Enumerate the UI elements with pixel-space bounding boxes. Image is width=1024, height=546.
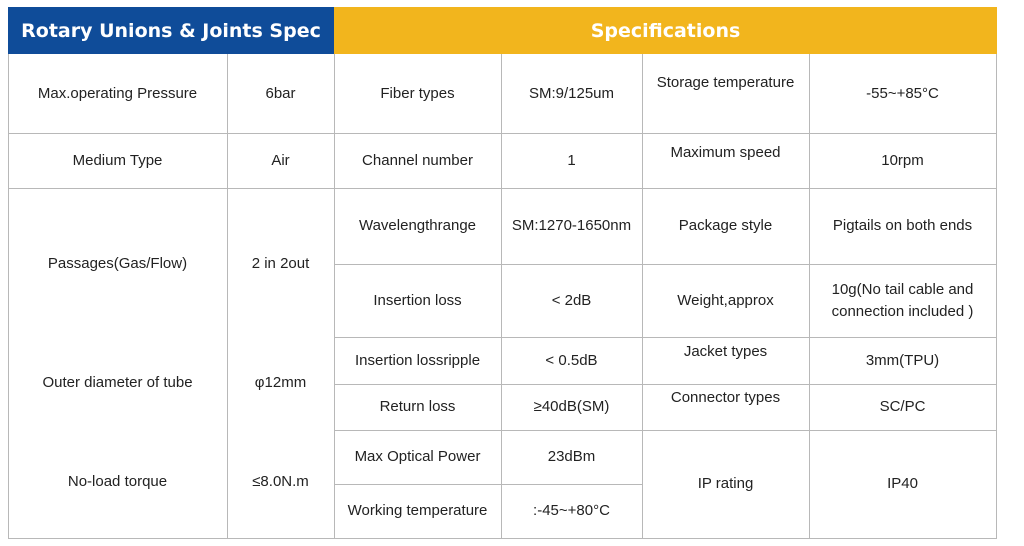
jacket-types-label: Jacket types bbox=[683, 343, 768, 360]
medium-value: Air bbox=[271, 151, 290, 169]
return-loss-value: ≥40dB(SM) bbox=[533, 398, 610, 415]
package-style-label: Package style bbox=[678, 217, 773, 234]
working-temperature-label: Working temperature bbox=[347, 502, 488, 519]
passages-value: 2 in 2out bbox=[251, 255, 310, 272]
connector-types-label: Connector types bbox=[670, 389, 781, 406]
return-loss-label: Return loss bbox=[379, 398, 456, 415]
wavelength-value: SM:1270-1650nm bbox=[511, 217, 632, 234]
weight-label: Weight,approx bbox=[677, 291, 774, 309]
specifications-header: Specifications bbox=[334, 7, 997, 54]
storage-temperature-label: Storage temperature bbox=[656, 74, 795, 91]
jacket-types-value: 3mm(TPU) bbox=[865, 351, 940, 369]
fiber-types-value: SM:9/125um bbox=[528, 84, 615, 102]
package-style-value: Pigtails on both ends bbox=[832, 217, 973, 234]
passages-label: Passages(Gas/Flow) bbox=[47, 255, 188, 272]
pressure-label: Max.operating Pressure bbox=[37, 84, 198, 102]
torque-value: ≤8.0N.m bbox=[252, 473, 309, 490]
wavelength-label: Wavelengthrange bbox=[358, 217, 477, 234]
medium-label: Medium Type bbox=[72, 151, 163, 169]
ip-rating-label: IP rating bbox=[697, 475, 754, 492]
channel-number-label: Channel number bbox=[362, 151, 473, 169]
tube-label: Outer diameter of tube bbox=[42, 374, 193, 391]
weight-value: 10g(No tail cable and connection include… bbox=[831, 280, 974, 320]
pressure-value: 6bar bbox=[265, 84, 296, 102]
maximum-speed-value: 10rpm bbox=[881, 151, 924, 169]
torque-label: No-load torque bbox=[67, 473, 168, 490]
tube-value: φ12mm bbox=[254, 374, 307, 391]
rotary-spec-header: Rotary Unions & Joints Spec bbox=[8, 7, 334, 54]
insertion-loss-ripple-value: < 0.5dB bbox=[545, 351, 598, 369]
fiber-types-label: Fiber types bbox=[380, 84, 455, 102]
connector-types-value: SC/PC bbox=[879, 398, 926, 415]
storage-temperature-value: -55~+85°C bbox=[866, 84, 939, 102]
insertion-loss-ripple-label: Insertion lossripple bbox=[354, 351, 481, 369]
insertion-loss-label: Insertion loss bbox=[373, 291, 462, 309]
max-optical-power-value: 23dBm bbox=[547, 448, 596, 465]
maximum-speed-label: Maximum speed bbox=[670, 144, 781, 161]
insertion-loss-value: < 2dB bbox=[551, 291, 592, 309]
working-temperature-value: :-45~+80°C bbox=[533, 502, 610, 519]
ip-rating-value: IP40 bbox=[887, 475, 918, 492]
channel-number-value: 1 bbox=[567, 151, 576, 169]
max-optical-power-label: Max Optical Power bbox=[354, 448, 481, 465]
